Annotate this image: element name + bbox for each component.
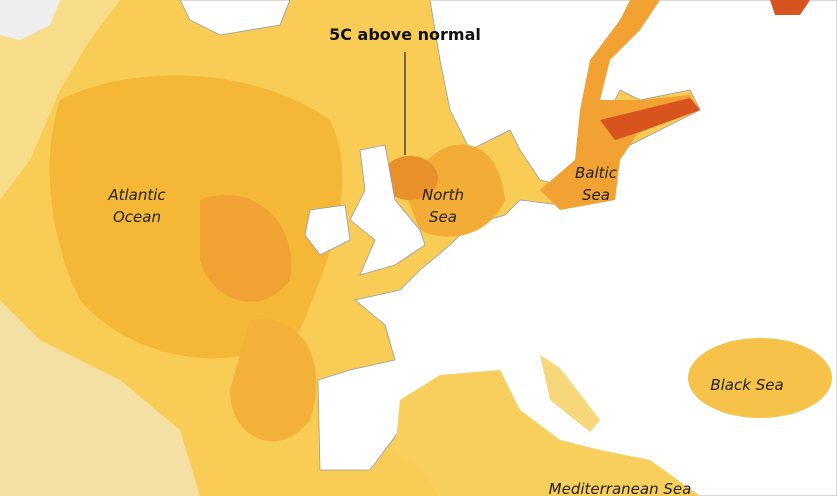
greenland [0,0,60,40]
sea-label: Mediterranean Sea [549,480,692,496]
warm-area [230,318,317,442]
label-line: Sea [582,186,610,204]
baltic-sea [540,0,700,210]
annotation: 5C above normal [329,25,481,44]
sea-label: North Sea [422,186,464,226]
label-line: North [422,186,464,204]
label-line: Mediterranean Sea [549,480,692,496]
pale-area [0,300,200,496]
label-line: Atlantic [107,186,166,204]
ireland [304,204,351,256]
hot-area [382,156,438,200]
sea-label: Black Sea [710,376,783,394]
black-sea [688,338,832,418]
mediterranean [395,370,700,496]
pale-area [0,0,120,200]
hot-area [770,0,810,15]
adriatic [540,355,600,432]
label-line: Black Sea [710,376,783,394]
iceland [179,0,291,36]
warm-area [200,194,292,302]
label-line: Ocean [113,208,161,226]
sea-label: Baltic Sea [575,164,618,204]
hot-area [600,98,700,140]
label-line: Baltic [575,164,618,182]
label-line: Sea [429,208,457,226]
sea-label: Atlantic Ocean [107,186,166,226]
great-britain [349,144,426,276]
